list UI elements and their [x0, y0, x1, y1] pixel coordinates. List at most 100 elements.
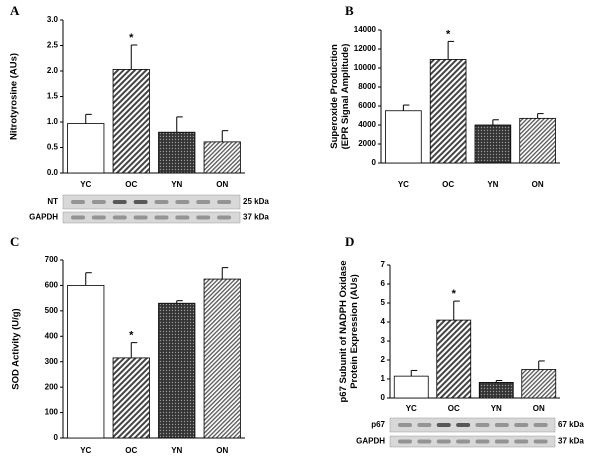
blot-strip	[389, 417, 556, 433]
blot-band	[436, 439, 451, 444]
x-tick-label: OC	[442, 180, 454, 189]
blot-band	[456, 423, 471, 427]
x-tick-label: OC	[125, 180, 137, 189]
bar	[112, 69, 150, 174]
y-tick-label: 100	[45, 408, 59, 417]
blot-band	[436, 423, 451, 427]
y-tick-label: 700	[45, 255, 59, 264]
y-tick-label: 4	[381, 317, 386, 326]
y-axis-label: Protein Expression (AUs)	[349, 274, 360, 389]
y-tick-label: 6000	[358, 101, 376, 110]
blot-name: p67	[371, 420, 385, 429]
y-tick-label: 2.5	[47, 41, 59, 50]
blot-band	[217, 215, 232, 220]
blot-band	[112, 215, 127, 220]
x-tick-label: YC	[80, 446, 91, 455]
y-axis-label: SOD Activity (U/g)	[11, 308, 22, 389]
y-tick-label: 0	[54, 433, 59, 442]
x-tick-label: ON	[216, 180, 228, 189]
y-axis-label: p67 Subunit of NADPH Oxidase	[338, 261, 349, 403]
y-axis-label: Nitrotyrosine (AUs)	[9, 53, 20, 140]
y-tick-label: 1	[381, 374, 386, 383]
blot-band	[417, 423, 432, 427]
y-axis-label: (EPR Signal Amplitude)	[340, 44, 351, 150]
bar	[429, 59, 467, 164]
bar	[203, 278, 241, 439]
y-tick-label: 8000	[358, 82, 376, 91]
bar	[393, 375, 429, 399]
y-tick-label: 0.5	[47, 143, 59, 152]
y-tick-label: 12000	[354, 44, 377, 53]
x-tick-label: OC	[125, 446, 137, 455]
bar	[158, 131, 196, 174]
y-tick-label: 4000	[358, 120, 376, 129]
blot-band	[494, 439, 509, 444]
blot-name: GAPDH	[356, 437, 385, 446]
blot-band	[91, 215, 106, 220]
x-tick-label: YC	[406, 404, 417, 413]
blot-band	[71, 200, 85, 204]
y-tick-label: 400	[45, 331, 59, 340]
panel: B 0 2000 4000 6000 8000 10000 12000 14000 Superox…	[329, 3, 560, 189]
y-tick-label: 200	[45, 382, 59, 391]
blot-band	[514, 439, 529, 444]
y-tick-label: 2	[381, 355, 386, 364]
blot-strip	[62, 194, 241, 210]
x-tick-label: YC	[80, 180, 91, 189]
blot-band	[398, 423, 412, 427]
x-tick-label: ON	[533, 404, 545, 413]
blot-band	[112, 200, 127, 204]
blot-band	[175, 215, 190, 220]
y-tick-label: 0.0	[47, 168, 59, 177]
blot-band	[456, 439, 471, 444]
blot-band	[475, 423, 490, 427]
annotation: *	[452, 288, 457, 300]
blot-band	[91, 200, 106, 204]
bar	[112, 357, 150, 439]
bar	[67, 285, 105, 439]
annotation: *	[446, 28, 451, 40]
blot-band	[133, 200, 148, 204]
bar	[158, 302, 196, 439]
y-tick-label: 3	[381, 336, 386, 345]
y-tick-label: 500	[45, 306, 59, 315]
bar	[474, 124, 512, 164]
blot-band	[71, 215, 85, 220]
blot-band	[533, 439, 548, 444]
bar	[436, 319, 472, 399]
annotation: *	[129, 330, 134, 342]
x-tick-label: YN	[487, 180, 498, 189]
blot-band	[133, 215, 148, 220]
blot-band	[417, 439, 432, 444]
y-tick-label: 300	[45, 357, 59, 366]
x-tick-label: ON	[216, 446, 228, 455]
bar	[519, 117, 556, 164]
y-tick-label: 3.0	[47, 15, 59, 24]
blot-band	[196, 200, 211, 204]
blot-band	[475, 439, 490, 444]
bar	[67, 123, 105, 174]
blot-strip	[389, 435, 556, 448]
bar	[203, 141, 241, 174]
y-tick-label: 0	[372, 158, 377, 167]
y-tick-label: 0	[381, 393, 386, 402]
blot-band	[196, 215, 211, 220]
panel-label: D	[345, 234, 354, 249]
y-tick-label: 5	[381, 298, 386, 307]
y-tick-label: 1.5	[47, 92, 59, 101]
blot-band	[154, 200, 169, 204]
blot-band	[154, 215, 169, 220]
panel-label: A	[10, 3, 20, 18]
blot-name: NT	[47, 197, 58, 206]
bar	[385, 110, 422, 164]
panel-label: C	[10, 234, 19, 249]
blot-band	[494, 423, 509, 427]
blot-size: 25 kDa	[243, 197, 269, 206]
bar	[478, 382, 514, 399]
panel: C 0 100 200 300 400 500 600 700 SOD Activity (U/g…	[10, 234, 245, 455]
y-tick-label: 600	[45, 281, 59, 290]
y-tick-label: 6	[381, 279, 386, 288]
x-tick-label: OC	[448, 404, 460, 413]
blot-size: 37 kDa	[558, 437, 584, 446]
